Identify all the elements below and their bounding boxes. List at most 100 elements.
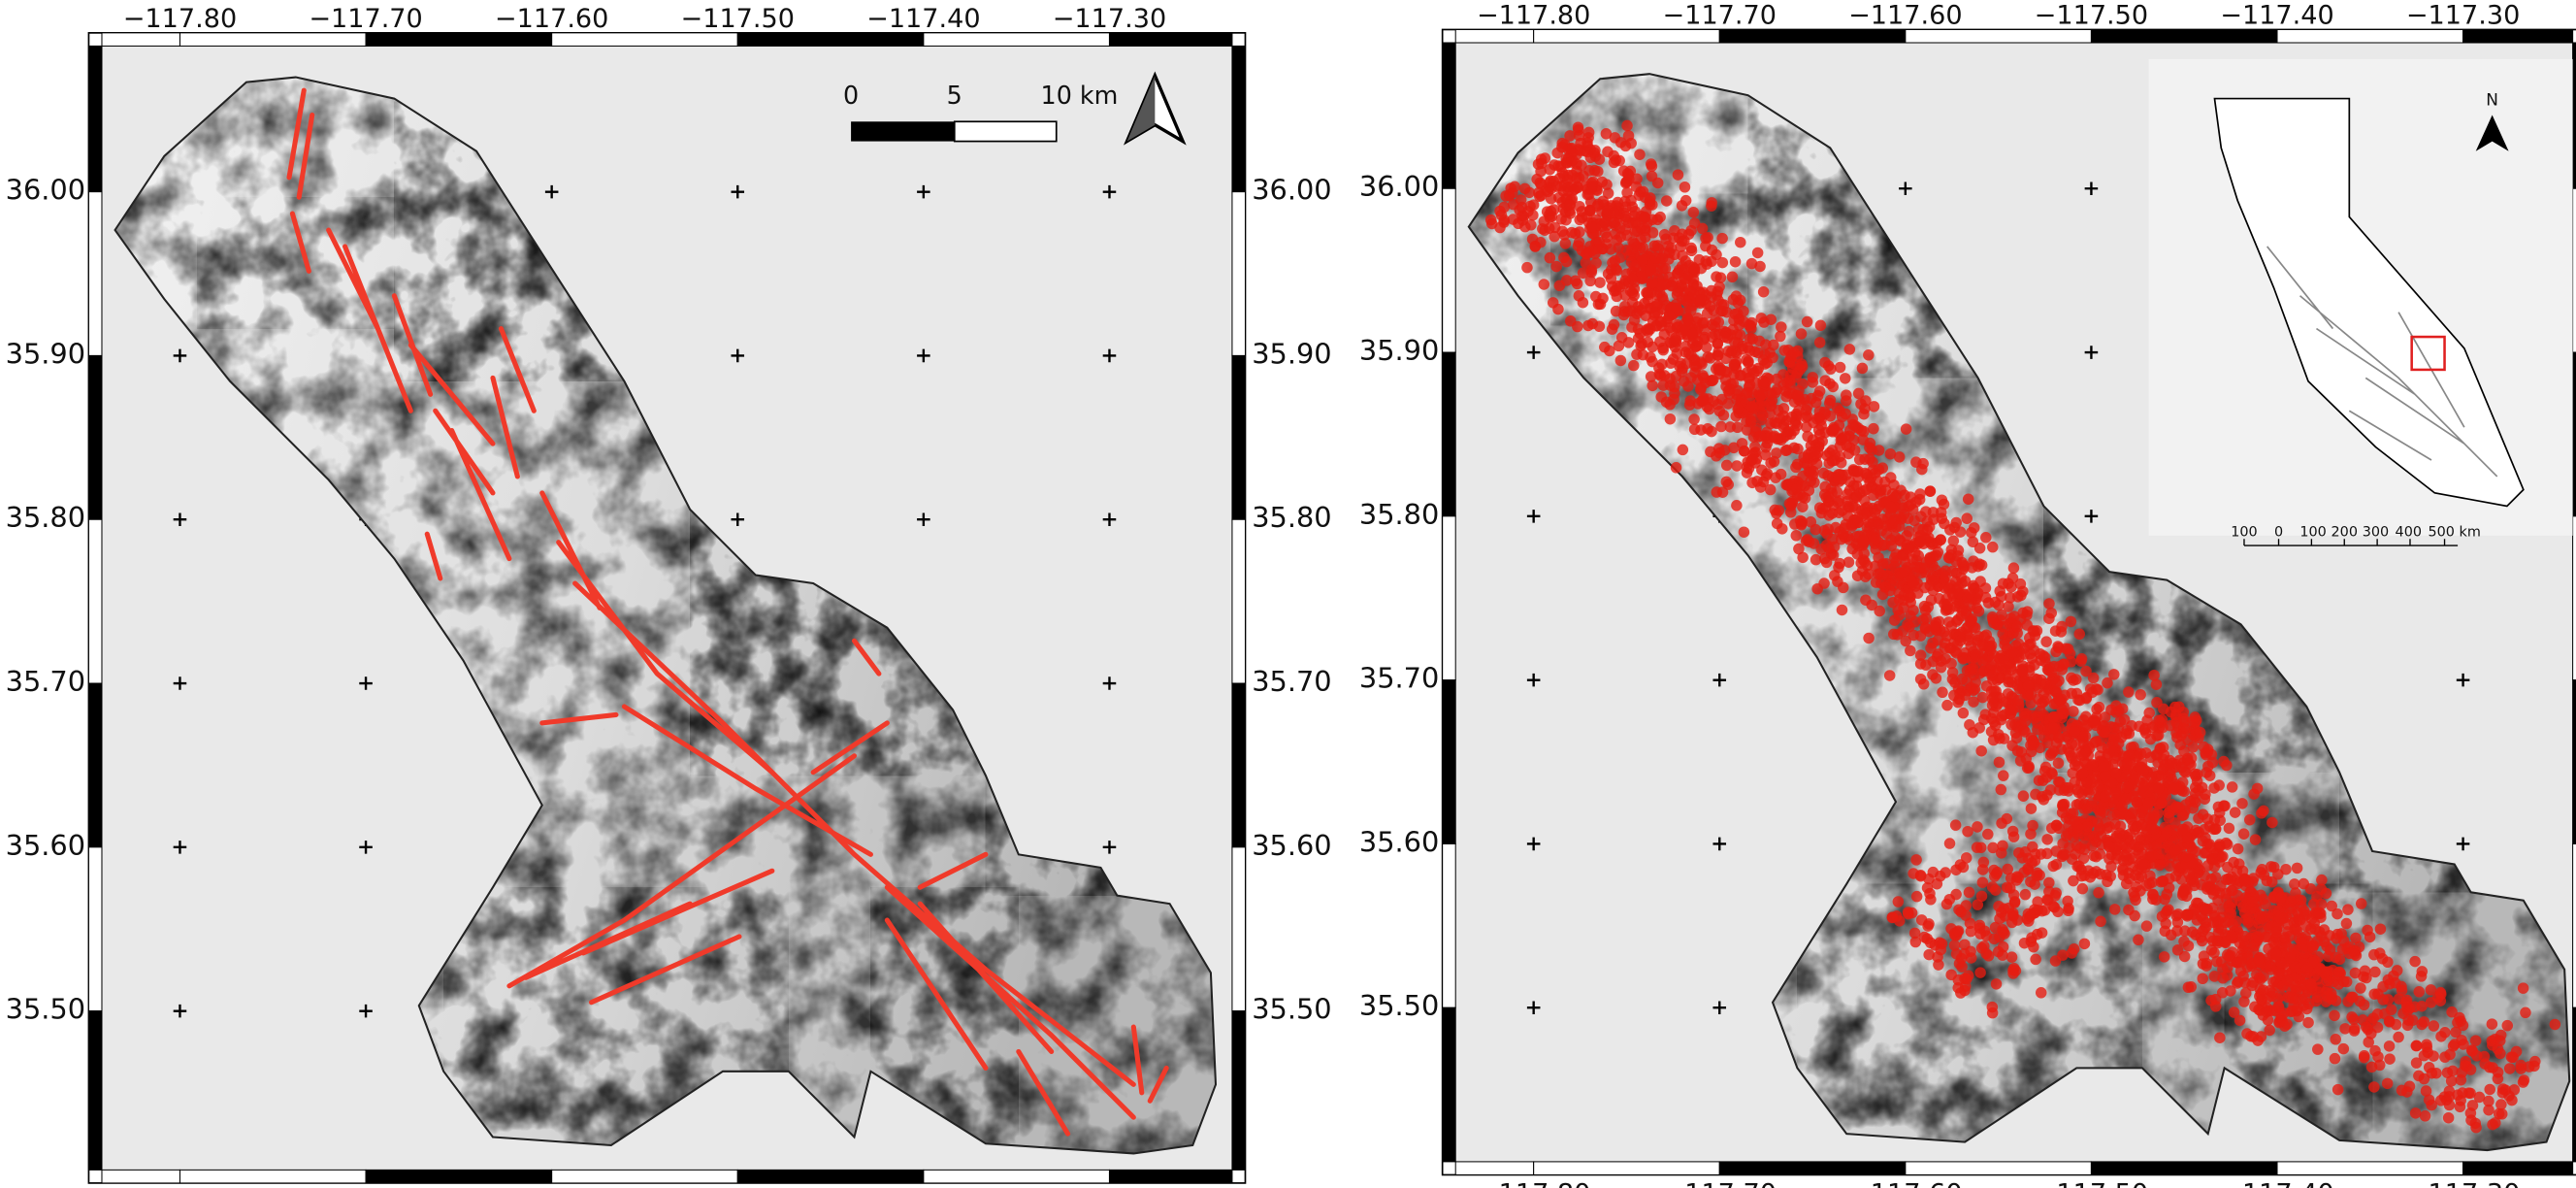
event-dot <box>2316 899 2328 910</box>
event-dot <box>1784 498 1796 510</box>
event-dot <box>1725 347 1737 359</box>
event-dot <box>1791 530 1803 542</box>
event-dot <box>1922 516 1934 528</box>
event-dot <box>2347 992 2359 1004</box>
event-dot <box>2168 825 2180 837</box>
event-dot <box>1874 500 1885 512</box>
event-dot <box>1713 316 1725 328</box>
event-dot <box>2495 1099 2507 1110</box>
event-dot <box>1915 530 1927 542</box>
event-dot <box>2452 1017 2463 1029</box>
event-dot <box>1928 867 1940 878</box>
event-dot <box>1623 337 1635 348</box>
event-dot <box>2243 912 2255 924</box>
event-dot <box>2100 771 2111 782</box>
event-dot <box>1819 481 1831 493</box>
frame-band <box>1232 192 1246 356</box>
event-dot <box>2135 689 2146 701</box>
event-dot <box>1972 842 1983 853</box>
event-dot <box>1862 472 1874 483</box>
event-dot <box>1554 280 1566 292</box>
event-dot <box>2225 985 2236 997</box>
event-dot <box>1552 160 1564 172</box>
event-dot <box>2039 905 2051 916</box>
event-dot <box>2201 921 2212 933</box>
event-dot <box>2095 808 2106 819</box>
event-dot <box>2444 1100 2456 1111</box>
event-dot <box>2058 659 2070 671</box>
event-dot <box>1661 195 1673 207</box>
event-dot <box>1574 201 1585 213</box>
event-dot <box>1711 450 1722 462</box>
event-dot <box>1535 237 1547 248</box>
frame-band <box>1455 1162 1533 1175</box>
event-dot <box>1742 467 1753 478</box>
event-dot <box>2012 914 2024 926</box>
event-dot <box>2105 861 2117 873</box>
event-dot <box>2401 995 2413 1006</box>
event-dot <box>1791 483 1803 495</box>
event-dot <box>2121 842 2133 854</box>
event-dot <box>1999 639 2010 650</box>
event-dot <box>1640 222 1651 234</box>
event-dot <box>2178 884 2190 896</box>
event-dot <box>1648 241 1660 252</box>
event-dot <box>2093 887 2104 899</box>
event-dot <box>1758 477 1770 488</box>
event-dot <box>2511 1046 2523 1058</box>
event-dot <box>2470 1035 2482 1046</box>
event-dot <box>2099 761 2110 773</box>
event-dot <box>1729 359 1741 371</box>
event-dot <box>2384 1053 2396 1065</box>
event-dot <box>2550 1019 2561 1031</box>
event-dot <box>2197 973 2208 984</box>
event-dot <box>1940 572 1951 583</box>
event-dot <box>1720 380 1732 392</box>
event-dot <box>2020 715 2032 727</box>
event-dot <box>1970 649 1981 661</box>
event-dot <box>1986 713 1998 725</box>
event-dot <box>2377 953 2389 965</box>
event-dot <box>1925 485 1937 497</box>
event-dot <box>2137 765 2149 776</box>
event-dot <box>1570 276 1581 287</box>
event-dot <box>2221 838 2233 849</box>
event-dot <box>2109 753 2121 765</box>
event-dot <box>2136 848 2148 860</box>
event-dot <box>2038 688 2050 700</box>
event-dot <box>1842 440 1853 451</box>
event-dot <box>2426 984 2437 996</box>
event-dot <box>2403 1014 2415 1026</box>
event-dot <box>2121 878 2133 890</box>
frame-band <box>2573 680 2576 844</box>
event-dot <box>1868 490 1879 502</box>
event-dot <box>2502 1020 2514 1032</box>
event-dot <box>1626 244 1638 255</box>
event-dot <box>2125 829 2136 841</box>
event-dot <box>2211 956 2223 968</box>
event-dot <box>1840 373 1851 384</box>
frame-band <box>88 519 102 683</box>
event-dot <box>1996 591 2007 603</box>
event-dot <box>2361 1021 2372 1033</box>
event-dot <box>1655 391 1667 403</box>
event-dot <box>1776 321 1787 333</box>
event-dot <box>1937 687 1948 699</box>
event-dot <box>2391 1019 2402 1031</box>
event-dot <box>1770 472 1781 483</box>
event-dot <box>1536 158 1548 170</box>
y-tick-label: 35.80 <box>6 501 85 534</box>
event-dot <box>2197 782 2208 794</box>
event-dot <box>1647 199 1658 211</box>
event-dot <box>1592 166 1604 178</box>
x-tick-label: −117.70 <box>1663 1178 1777 1188</box>
event-dot <box>2238 996 2250 1007</box>
event-dot <box>1606 273 1617 284</box>
event-dot <box>1919 582 1931 594</box>
frame-band <box>366 33 552 47</box>
event-dot <box>1884 585 1896 597</box>
event-dot <box>1754 261 1766 273</box>
event-dot <box>2147 889 2159 901</box>
event-dot <box>2460 1056 2471 1068</box>
event-dot <box>1671 462 1682 474</box>
